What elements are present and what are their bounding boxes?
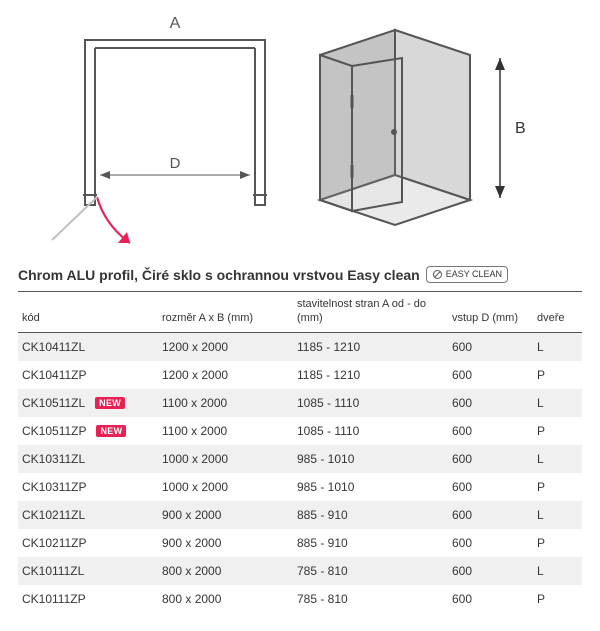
table-row: CK10411ZP 1200 x 20001185 - 1210600P	[18, 361, 582, 389]
th-entry: vstup D (mm)	[448, 292, 533, 333]
cell-code: CK10311ZL	[18, 445, 158, 473]
cell-adjust: 1185 - 1210	[293, 361, 448, 389]
code-text: CK10211ZL	[22, 508, 85, 522]
cell-code: CK10411ZL	[18, 332, 158, 361]
code-text: CK10311ZL	[22, 452, 85, 466]
cell-entry: 600	[448, 473, 533, 501]
cell-dimensions: 1100 x 2000	[158, 389, 293, 417]
door-swing-arrow	[52, 197, 130, 243]
dimension-b: B	[495, 58, 526, 198]
cell-entry: 600	[448, 557, 533, 585]
new-badge: NEW	[96, 425, 126, 437]
code-text: CK10411ZP	[22, 368, 86, 382]
cell-entry: 600	[448, 585, 533, 613]
cell-adjust: 1085 - 1110	[293, 389, 448, 417]
new-badge: NEW	[95, 397, 125, 409]
cell-door: P	[533, 585, 582, 613]
table-row: CK10411ZL 1200 x 20001185 - 1210600L	[18, 332, 582, 361]
cell-code: CK10111ZP	[18, 585, 158, 613]
cell-dimensions: 900 x 2000	[158, 501, 293, 529]
cell-entry: 600	[448, 417, 533, 445]
cell-entry: 600	[448, 445, 533, 473]
th-door: dveře	[533, 292, 582, 333]
cell-door: L	[533, 501, 582, 529]
table-row: CK10511ZP NEW 1100 x 20001085 - 1110600P	[18, 417, 582, 445]
label-b: B	[515, 120, 526, 137]
th-adjust: stavitelnost stran A od - do (mm)	[293, 292, 448, 333]
table-header-row: kód rozměr A x B (mm) stavitelnost stran…	[18, 292, 582, 333]
dimension-a: A	[170, 15, 181, 32]
cell-adjust: 785 - 810	[293, 585, 448, 613]
code-text: CK10311ZP	[22, 480, 86, 494]
cell-dimensions: 1200 x 2000	[158, 361, 293, 389]
code-text: CK10211ZP	[22, 536, 86, 550]
cell-dimensions: 1100 x 2000	[158, 417, 293, 445]
iso-view	[320, 30, 470, 225]
cell-adjust: 985 - 1010	[293, 445, 448, 473]
table-row: CK10211ZP 900 x 2000885 - 910600P	[18, 529, 582, 557]
technical-diagram: A D	[0, 0, 600, 260]
cell-code: CK10311ZP	[18, 473, 158, 501]
table-row: CK10111ZL 800 x 2000785 - 810600L	[18, 557, 582, 585]
table-row: CK10311ZL 1000 x 2000985 - 1010600L	[18, 445, 582, 473]
cell-adjust: 785 - 810	[293, 557, 448, 585]
code-text: CK10511ZL	[22, 396, 85, 410]
cell-code: CK10511ZL NEW	[18, 389, 158, 417]
table-row: CK10511ZL NEW 1100 x 20001085 - 1110600L	[18, 389, 582, 417]
cell-dimensions: 1000 x 2000	[158, 473, 293, 501]
code-text: CK10111ZL	[22, 564, 84, 578]
table-row: CK10111ZP 800 x 2000785 - 810600P	[18, 585, 582, 613]
cell-door: P	[533, 529, 582, 557]
cell-door: L	[533, 445, 582, 473]
cell-code: CK10411ZP	[18, 361, 158, 389]
th-code: kód	[18, 292, 158, 333]
code-text: CK10511ZP	[22, 424, 86, 438]
th-dimensions: rozměr A x B (mm)	[158, 292, 293, 333]
cell-adjust: 885 - 910	[293, 501, 448, 529]
cell-door: L	[533, 557, 582, 585]
cell-code: CK10111ZL	[18, 557, 158, 585]
cell-dimensions: 1200 x 2000	[158, 332, 293, 361]
label-a: A	[170, 15, 181, 32]
cell-door: L	[533, 389, 582, 417]
cell-dimensions: 800 x 2000	[158, 585, 293, 613]
diagram-svg: A D	[0, 0, 600, 260]
cell-adjust: 1185 - 1210	[293, 332, 448, 361]
cell-door: P	[533, 361, 582, 389]
cell-adjust: 985 - 1010	[293, 473, 448, 501]
code-text: CK10411ZL	[22, 340, 85, 354]
cell-entry: 600	[448, 361, 533, 389]
cell-door: L	[533, 332, 582, 361]
cell-dimensions: 1000 x 2000	[158, 445, 293, 473]
cell-code: CK10211ZL	[18, 501, 158, 529]
cell-adjust: 885 - 910	[293, 529, 448, 557]
easy-clean-label: EASY CLEAN	[446, 270, 502, 279]
cell-code: CK10211ZP	[18, 529, 158, 557]
cell-door: P	[533, 417, 582, 445]
table-row: CK10211ZL 900 x 2000885 - 910600L	[18, 501, 582, 529]
code-text: CK10111ZP	[22, 592, 86, 606]
cell-dimensions: 800 x 2000	[158, 557, 293, 585]
cell-entry: 600	[448, 529, 533, 557]
label-d: D	[170, 155, 181, 172]
section-title: Chrom ALU profil, Čiré sklo s ochrannou …	[0, 260, 600, 291]
table-row: CK10311ZP 1000 x 2000985 - 1010600P	[18, 473, 582, 501]
cell-dimensions: 900 x 2000	[158, 529, 293, 557]
easy-clean-icon: EASY CLEAN	[426, 266, 508, 283]
cell-code: CK10511ZP NEW	[18, 417, 158, 445]
plan-view	[83, 40, 267, 205]
cell-entry: 600	[448, 332, 533, 361]
title-text: Chrom ALU profil, Čiré sklo s ochrannou …	[18, 267, 420, 283]
spec-table: kód rozměr A x B (mm) stavitelnost stran…	[18, 291, 582, 613]
cell-adjust: 1085 - 1110	[293, 417, 448, 445]
cell-entry: 600	[448, 501, 533, 529]
dimension-d: D	[100, 155, 250, 179]
cell-door: P	[533, 473, 582, 501]
cell-entry: 600	[448, 389, 533, 417]
